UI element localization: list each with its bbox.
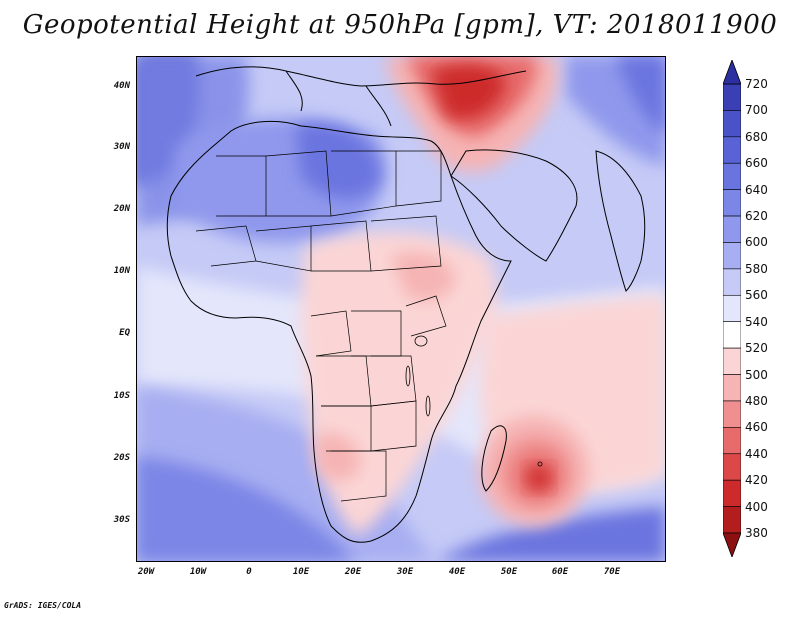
border-9 bbox=[310, 310, 352, 357]
lat-label: 10N bbox=[113, 266, 130, 276]
colorbar-label: 640 bbox=[745, 182, 768, 197]
field-mideast-low-3 bbox=[431, 64, 506, 120]
lon-label: 40E bbox=[448, 567, 466, 577]
colorbar-bottom-arrow bbox=[723, 532, 741, 557]
lon-label: 60E bbox=[551, 567, 569, 577]
cyclone-core bbox=[527, 466, 551, 490]
map-plot bbox=[136, 56, 666, 562]
colorbar-cell bbox=[723, 110, 741, 138]
country-borders bbox=[195, 150, 447, 502]
colorbar-cell bbox=[723, 321, 741, 349]
lon-label: 20W bbox=[137, 567, 155, 577]
lon-label: 0 bbox=[246, 567, 252, 577]
lon-label: 10W bbox=[189, 567, 207, 577]
colorbar-cell bbox=[723, 268, 741, 296]
lat-label: 40N bbox=[113, 81, 130, 91]
colorbar-cell bbox=[723, 453, 741, 481]
colorbar-label: 580 bbox=[745, 261, 768, 276]
colorbar-label: 600 bbox=[745, 235, 768, 250]
colorbar-label: 400 bbox=[745, 499, 768, 514]
coastline-med bbox=[285, 70, 392, 127]
lon-label: 20E bbox=[344, 567, 362, 577]
colorbar-label: 500 bbox=[745, 367, 768, 382]
field-kalahari-low bbox=[316, 432, 361, 481]
map-frame bbox=[136, 56, 666, 562]
lat-label: 30S bbox=[113, 515, 130, 525]
lon-label: 50E bbox=[500, 567, 518, 577]
border-16 bbox=[405, 295, 447, 337]
lon-label: 70E bbox=[603, 567, 621, 577]
border-3 bbox=[330, 150, 397, 217]
lake-malawi bbox=[425, 395, 431, 417]
colorbar-cell bbox=[723, 242, 741, 270]
colorbar-cell bbox=[723, 215, 741, 243]
lakes bbox=[405, 335, 543, 467]
colorbar-cell bbox=[723, 374, 741, 402]
border-1 bbox=[216, 155, 267, 217]
lat-label: 20S bbox=[113, 453, 130, 463]
field-libya-blue bbox=[296, 123, 381, 199]
border-2 bbox=[265, 150, 332, 217]
colorbar-label: 700 bbox=[745, 103, 768, 118]
border-5 bbox=[195, 225, 257, 267]
colorbar-label: 420 bbox=[745, 473, 768, 488]
chart-title: Geopotential Height at 950hPa [gpm], VT:… bbox=[22, 10, 778, 40]
colorbar-label: 440 bbox=[745, 446, 768, 461]
colorbar-label: 480 bbox=[745, 393, 768, 408]
lat-label: 30N bbox=[113, 142, 130, 152]
colorbar-label: 540 bbox=[745, 314, 768, 329]
lon-label: 10E bbox=[292, 567, 310, 577]
colorbar-cell bbox=[723, 162, 741, 190]
colorbar-label: 460 bbox=[745, 420, 768, 435]
coastline-madagascar bbox=[481, 425, 507, 492]
colorbar-cell bbox=[723, 189, 741, 217]
field-asia-blue-deep bbox=[616, 56, 666, 136]
coastline-africa bbox=[166, 121, 512, 543]
colorbar-cell bbox=[723, 294, 741, 323]
border-15 bbox=[331, 450, 387, 502]
colorbar-cell bbox=[723, 427, 741, 455]
border-14 bbox=[370, 400, 417, 452]
colorbar-cell bbox=[723, 479, 741, 507]
colorbar-cell bbox=[723, 506, 741, 534]
border-7 bbox=[310, 220, 372, 272]
colorbar-label: 520 bbox=[745, 341, 768, 356]
border-6 bbox=[255, 225, 312, 272]
coastlines bbox=[166, 66, 646, 543]
colorbar-cell bbox=[723, 83, 741, 111]
colorbar-label: 560 bbox=[745, 288, 768, 303]
coastline-europe bbox=[195, 66, 527, 87]
colorbar-cell bbox=[723, 347, 741, 375]
colorbar-label: 660 bbox=[745, 156, 768, 171]
mauritius-island bbox=[537, 461, 543, 467]
field-southern-blue-ind bbox=[436, 506, 666, 562]
colorbar-label: 380 bbox=[745, 526, 768, 540]
colorbar-cell bbox=[723, 400, 741, 428]
lon-label: 30E bbox=[396, 567, 414, 577]
coastline-arabia bbox=[450, 149, 578, 262]
border-4 bbox=[395, 150, 442, 207]
lake-tanganyika bbox=[405, 365, 411, 387]
colorbar-label: 720 bbox=[745, 77, 768, 91]
colorbar-label: 680 bbox=[745, 129, 768, 144]
coastline-india bbox=[595, 150, 646, 292]
lat-label: 20N bbox=[113, 204, 130, 214]
border-8 bbox=[370, 215, 442, 272]
colorbar bbox=[723, 60, 741, 557]
field-ethiopia-low bbox=[391, 252, 456, 301]
colorbar-label: 620 bbox=[745, 209, 768, 224]
colorbar-top-arrow bbox=[723, 60, 741, 85]
colorbar-cell bbox=[723, 136, 741, 164]
lat-label: EQ bbox=[119, 328, 130, 338]
field-southern-blue-deep bbox=[136, 456, 356, 562]
grads-credit: GrADS: IGES/COLA bbox=[4, 601, 82, 610]
lake-victoria bbox=[414, 335, 428, 347]
lat-label: 10S bbox=[113, 391, 130, 401]
